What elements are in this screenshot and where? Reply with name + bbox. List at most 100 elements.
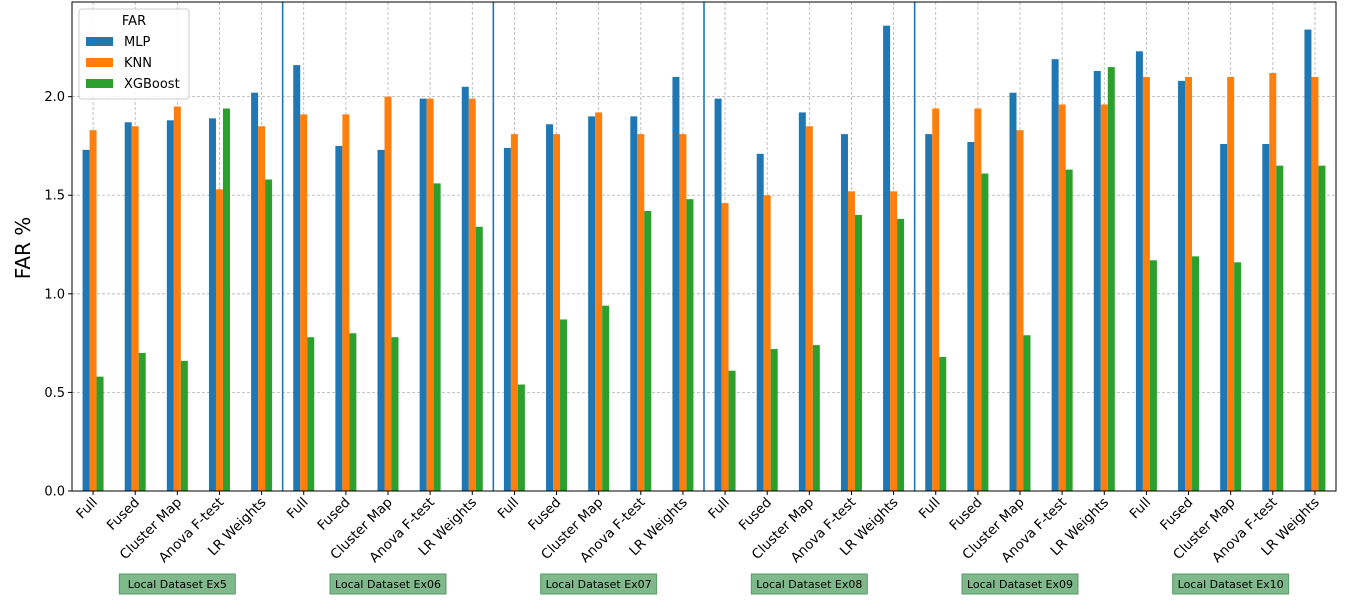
- bar-xgboost-19: [897, 218, 905, 492]
- bar-knn-14: [679, 134, 687, 491]
- bars-layer: [82, 25, 1326, 492]
- bar-xgboost-10: [517, 384, 525, 491]
- bar-knn-10: [510, 134, 518, 491]
- bar-mlp-1: [124, 122, 132, 491]
- group-label-box: [750, 573, 868, 595]
- bar-xgboost-7: [391, 337, 399, 491]
- bar-xgboost-0: [96, 376, 104, 491]
- legend-label-mlp: MLP: [124, 35, 150, 50]
- bar-xgboost-8: [433, 183, 441, 491]
- bar-knn-2: [173, 106, 181, 492]
- bar-mlp-7: [377, 149, 385, 492]
- bar-xgboost-20: [939, 356, 947, 491]
- x-tick-label: Full: [916, 495, 944, 523]
- dataset-group-labels: Local Dataset Ex5 Local Dataset Ex06 Local…: [118, 573, 1290, 595]
- bar-knn-11: [553, 134, 561, 491]
- group-label: Local Dataset Ex08: [756, 578, 862, 591]
- group-label: Local Dataset Ex5: [128, 578, 227, 591]
- bar-mlp-19: [883, 25, 891, 492]
- bar-knn-24: [1100, 104, 1108, 491]
- group-label-box: [961, 573, 1079, 595]
- bar-mlp-21: [967, 141, 975, 491]
- group-label: Local Dataset Ex06: [335, 578, 441, 591]
- legend-swatch-mlp: [86, 37, 113, 46]
- bar-knn-0: [89, 130, 97, 491]
- y-tick-label: 0.5: [44, 386, 65, 401]
- bar-xgboost-4: [265, 179, 273, 492]
- bar-knn-1: [131, 126, 139, 491]
- group-label: Local Dataset Ex10: [1178, 578, 1284, 591]
- legend-title: FAR: [122, 14, 146, 29]
- bar-mlp-11: [546, 124, 554, 491]
- bar-xgboost-3: [222, 108, 230, 492]
- bar-xgboost-5: [307, 337, 315, 491]
- bar-knn-12: [595, 112, 603, 491]
- bar-mlp-24: [1093, 71, 1101, 492]
- bar-knn-28: [1269, 72, 1277, 491]
- legend-label-xgboost: XGBoost: [124, 77, 180, 92]
- bar-mlp-6: [335, 145, 343, 491]
- bar-mlp-18: [840, 134, 848, 491]
- bar-knn-8: [426, 98, 434, 491]
- bar-xgboost-18: [854, 214, 862, 492]
- bar-mlp-9: [461, 86, 469, 492]
- group-label-box: [118, 573, 236, 595]
- legend-box: [78, 8, 190, 100]
- x-tick-label: Full: [73, 495, 101, 523]
- bar-knn-17: [805, 126, 813, 491]
- bar-knn-29: [1311, 76, 1319, 491]
- bar-knn-25: [1142, 76, 1150, 491]
- bar-xgboost-15: [728, 370, 736, 491]
- bar-knn-9: [468, 98, 476, 491]
- bar-knn-3: [215, 189, 223, 491]
- bar-xgboost-24: [1107, 67, 1115, 492]
- bar-mlp-16: [756, 153, 764, 492]
- bar-mlp-10: [503, 147, 511, 491]
- bar-mlp-4: [251, 92, 259, 492]
- bar-xgboost-2: [180, 360, 188, 491]
- bar-knn-18: [847, 191, 855, 491]
- bar-mlp-28: [1262, 143, 1270, 491]
- bar-knn-22: [1016, 130, 1024, 491]
- x-tick-label: Full: [705, 495, 733, 523]
- bar-knn-6: [342, 114, 350, 492]
- x-tick-label: Full: [284, 495, 312, 523]
- bar-mlp-8: [419, 98, 427, 491]
- bar-mlp-5: [293, 65, 301, 491]
- x-tick-label: Fused: [736, 495, 775, 534]
- legend: FAR MLP KNN XGBoost: [78, 8, 190, 100]
- bar-mlp-3: [208, 118, 216, 491]
- bar-mlp-14: [672, 76, 680, 491]
- bar-mlp-25: [1135, 51, 1143, 492]
- bar-xgboost-13: [644, 211, 652, 492]
- bar-knn-21: [974, 108, 982, 492]
- bar-knn-13: [637, 134, 645, 491]
- bar-xgboost-22: [1023, 335, 1031, 491]
- separator-layer: [281, 2, 916, 491]
- x-tick-label: Full: [495, 495, 523, 523]
- bar-mlp-13: [630, 116, 638, 491]
- bar-mlp-29: [1304, 29, 1312, 492]
- x-tick-label: Fused: [104, 495, 143, 534]
- y-tick-label: 1.5: [44, 189, 65, 204]
- bar-knn-19: [890, 191, 898, 491]
- y-tick-label: 0.0: [44, 485, 65, 500]
- bar-mlp-26: [1178, 80, 1186, 491]
- x-tick-label: Fused: [946, 495, 985, 534]
- legend-swatch-knn: [86, 58, 113, 67]
- bar-mlp-2: [166, 120, 174, 491]
- bar-xgboost-25: [1149, 260, 1157, 491]
- bar-xgboost-17: [812, 345, 820, 491]
- y-axis: 0.0 0.5 1.0 1.5 2.0: [44, 90, 72, 500]
- bar-xgboost-11: [560, 319, 568, 491]
- x-tick-label: Fused: [314, 495, 353, 534]
- bar-mlp-15: [714, 98, 722, 491]
- bar-mlp-22: [1009, 92, 1017, 492]
- bar-mlp-17: [798, 112, 806, 491]
- group-label-box: [329, 573, 447, 595]
- y-axis-label: FAR %: [11, 217, 35, 280]
- legend-label-knn: KNN: [124, 56, 152, 71]
- bar-mlp-27: [1220, 143, 1228, 491]
- legend-swatch-xgboost: [86, 79, 113, 88]
